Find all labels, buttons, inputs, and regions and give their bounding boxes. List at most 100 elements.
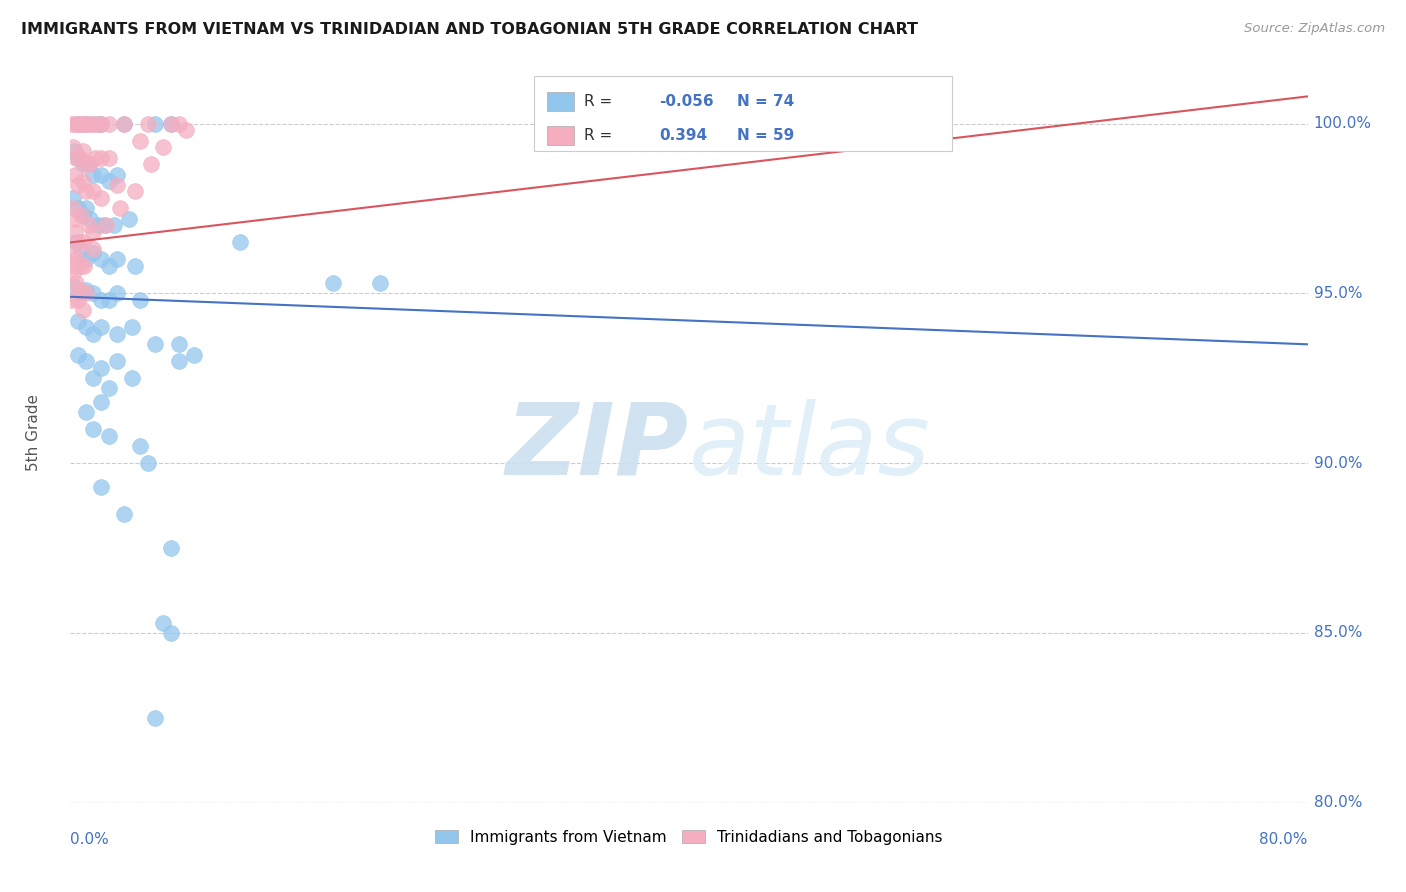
Point [72, 303, 94, 318]
Text: atlas: atlas [689, 399, 931, 496]
Point [67, 202, 90, 216]
Point [82, 117, 105, 131]
Point [93, 219, 115, 233]
Point [145, 337, 166, 351]
Text: 90.0%: 90.0% [1313, 456, 1362, 471]
Point [90, 151, 112, 165]
Point [90, 320, 112, 334]
Point [75, 117, 97, 131]
Text: -0.056: -0.056 [659, 94, 714, 109]
Point [82, 245, 105, 260]
Point [72, 208, 94, 222]
Point [167, 117, 190, 131]
Point [67, 117, 90, 131]
FancyBboxPatch shape [534, 76, 952, 151]
Point [124, 185, 146, 199]
Point [65, 151, 87, 165]
Point [63, 168, 86, 182]
Point [90, 191, 112, 205]
Point [63, 225, 86, 239]
Point [75, 202, 97, 216]
FancyBboxPatch shape [547, 92, 575, 111]
Point [72, 157, 94, 171]
Point [368, 276, 391, 290]
Point [103, 219, 125, 233]
Point [105, 354, 128, 368]
Point [98, 382, 120, 396]
Point [65, 235, 87, 250]
Text: N = 59: N = 59 [737, 128, 794, 143]
Point [114, 117, 135, 131]
Point [136, 456, 159, 470]
Point [82, 286, 105, 301]
Point [910, 117, 932, 131]
Point [65, 211, 87, 226]
Point [152, 140, 174, 154]
Point [114, 507, 135, 521]
Point [62, 245, 84, 260]
Point [72, 144, 94, 158]
Point [62, 202, 84, 216]
Point [90, 252, 112, 267]
Point [90, 117, 112, 131]
Point [174, 123, 197, 137]
Text: 80.0%: 80.0% [1260, 832, 1308, 847]
Point [160, 117, 183, 131]
Point [105, 252, 128, 267]
Point [129, 134, 152, 148]
Text: 95.0%: 95.0% [1313, 285, 1362, 301]
Point [105, 286, 128, 301]
Point [67, 347, 90, 361]
Text: 80.0%: 80.0% [1313, 796, 1362, 810]
Point [72, 174, 94, 188]
Text: 100.0%: 100.0% [1313, 116, 1372, 131]
Point [63, 279, 86, 293]
Point [82, 242, 105, 256]
Text: 0.0%: 0.0% [70, 832, 110, 847]
Point [98, 151, 120, 165]
Point [67, 151, 90, 165]
Point [152, 615, 174, 630]
Point [90, 168, 112, 182]
Point [75, 117, 97, 131]
Point [79, 211, 101, 226]
Point [75, 185, 97, 199]
Point [60, 293, 83, 308]
Point [82, 422, 105, 436]
Point [82, 168, 105, 182]
Point [84, 151, 107, 165]
Text: ZIP: ZIP [506, 399, 689, 496]
Point [75, 320, 97, 334]
Point [70, 242, 93, 256]
Text: R =: R = [583, 128, 612, 143]
Text: 85.0%: 85.0% [1313, 625, 1362, 640]
Point [67, 235, 90, 250]
Point [82, 117, 105, 131]
Text: IMMIGRANTS FROM VIETNAM VS TRINIDADIAN AND TOBAGONIAN 5TH GRADE CORRELATION CHAR: IMMIGRANTS FROM VIETNAM VS TRINIDADIAN A… [21, 22, 918, 37]
Point [63, 259, 86, 273]
Point [65, 252, 87, 267]
Point [75, 286, 97, 301]
Point [75, 157, 97, 171]
Point [229, 235, 252, 250]
Point [69, 283, 91, 297]
Point [87, 117, 110, 131]
Point [77, 157, 100, 171]
Text: 5th Grade: 5th Grade [25, 394, 41, 471]
Point [73, 259, 96, 273]
Point [129, 439, 152, 453]
Point [167, 337, 190, 351]
Point [98, 429, 120, 443]
FancyBboxPatch shape [547, 126, 575, 145]
Point [98, 259, 120, 273]
Point [121, 320, 143, 334]
Point [114, 117, 135, 131]
Point [70, 117, 93, 131]
Point [67, 117, 90, 131]
Point [98, 174, 120, 188]
Point [94, 219, 117, 233]
Point [90, 361, 112, 376]
Point [105, 168, 128, 182]
Point [160, 117, 183, 131]
Point [62, 140, 84, 154]
